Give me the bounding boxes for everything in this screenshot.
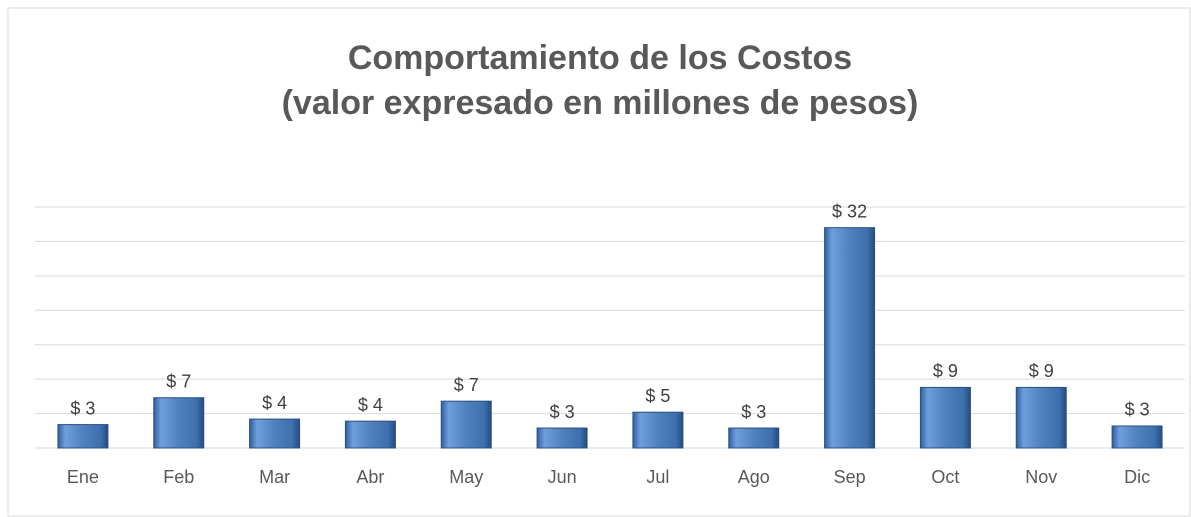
value-label: $ 5 [645, 386, 670, 406]
bar [632, 411, 684, 449]
bar [57, 424, 109, 449]
x-tick-label: Sep [834, 467, 866, 487]
bar [1111, 425, 1163, 449]
value-label: $ 7 [454, 375, 479, 395]
x-tick-label: May [449, 467, 483, 487]
x-tick-label: Dic [1124, 467, 1150, 487]
value-label: $ 4 [262, 393, 287, 413]
value-label: $ 3 [741, 402, 766, 422]
value-label: $ 7 [166, 371, 191, 391]
value-label: $ 3 [70, 398, 95, 418]
bar [344, 420, 396, 449]
chart-subtitle: (valor expresado en millones de pesos) [282, 84, 919, 122]
chart-border [7, 7, 1191, 517]
value-label: $ 3 [550, 402, 575, 422]
bar [153, 397, 205, 449]
x-tick-label: Ene [67, 467, 99, 487]
x-tick-label: Oct [931, 467, 959, 487]
x-tick-label: Ago [738, 467, 770, 487]
bar [919, 386, 971, 449]
bar [728, 427, 780, 449]
bar [1015, 386, 1067, 449]
bar [824, 227, 876, 449]
value-label: $ 4 [358, 395, 383, 415]
value-label: $ 32 [832, 201, 867, 221]
value-label: $ 9 [1029, 361, 1054, 381]
value-label: $ 9 [933, 361, 958, 381]
x-tick-label: Feb [163, 467, 194, 487]
bar [249, 418, 301, 449]
x-tick-label: Nov [1025, 467, 1057, 487]
bar [440, 400, 492, 449]
x-tick-label: Abr [356, 467, 384, 487]
value-label: $ 3 [1125, 400, 1150, 420]
x-tick-label: Jul [646, 467, 669, 487]
x-tick-label: Jun [548, 467, 577, 487]
chart-title: Comportamiento de los Costos [348, 39, 852, 77]
bar [536, 427, 588, 449]
x-tick-label: Mar [259, 467, 290, 487]
